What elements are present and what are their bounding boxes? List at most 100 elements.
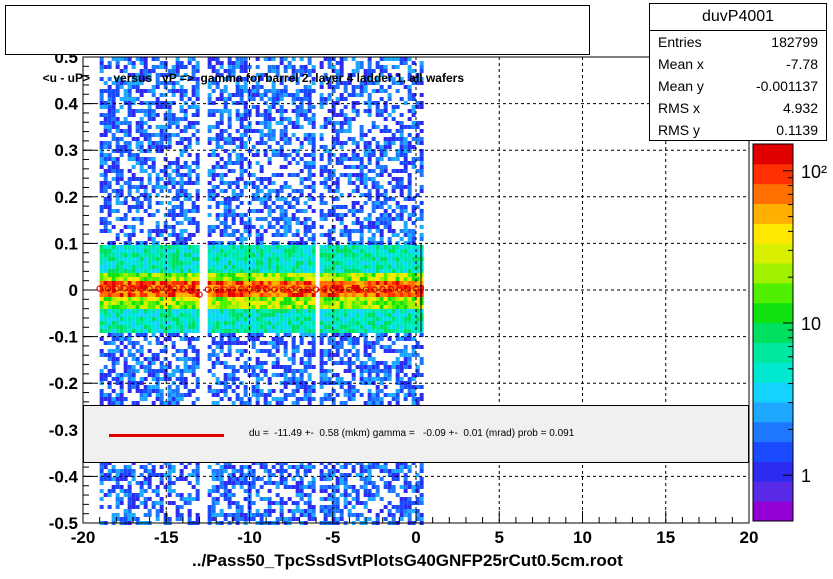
- heatmap-cell: [159, 317, 164, 321]
- heatmap-cell: [319, 337, 324, 341]
- heatmap-cell: [191, 253, 196, 257]
- heatmap-cell: [259, 285, 264, 289]
- heatmap-cell: [335, 213, 340, 217]
- heatmap-cell: [307, 389, 312, 393]
- heatmap-cell: [375, 257, 380, 261]
- heatmap-cell: [343, 233, 348, 237]
- heatmap-cell: [139, 349, 144, 353]
- heatmap-cell: [355, 61, 360, 65]
- heatmap-cell: [335, 161, 340, 165]
- heatmap-cell: [227, 169, 232, 173]
- heatmap-cell: [227, 293, 232, 297]
- heatmap-cell: [311, 509, 316, 513]
- heatmap-cell: [175, 193, 180, 197]
- heatmap-cell: [375, 401, 380, 405]
- heatmap-cell: [259, 361, 264, 365]
- heatmap-cell: [347, 265, 352, 269]
- heatmap-cell: [339, 129, 344, 133]
- heatmap-cell: [243, 305, 248, 309]
- heatmap-cell: [179, 269, 184, 273]
- heatmap-cell: [299, 101, 304, 105]
- heatmap-cell: [171, 273, 176, 277]
- heatmap-cell: [111, 401, 116, 405]
- heatmap-cell: [163, 357, 168, 361]
- heatmap-cell: [339, 233, 344, 237]
- heatmap-cell: [307, 229, 312, 233]
- heatmap-cell: [347, 349, 352, 353]
- heatmap-cell: [275, 297, 280, 301]
- heatmap-cell: [159, 481, 164, 485]
- heatmap-cell: [287, 465, 292, 469]
- heatmap-cell: [107, 321, 112, 325]
- heatmap-cell: [267, 321, 272, 325]
- heatmap-cell: [255, 89, 260, 93]
- heatmap-cell: [115, 349, 120, 353]
- heatmap-cell: [363, 477, 368, 481]
- heatmap-cell: [299, 329, 304, 333]
- heatmap-cell: [127, 125, 132, 129]
- heatmap-cell: [355, 329, 360, 333]
- heatmap-cell: [347, 129, 352, 133]
- heatmap-cell: [351, 273, 356, 277]
- heatmap-cell: [115, 361, 120, 365]
- heatmap-cell: [167, 309, 172, 313]
- heatmap-cell: [331, 137, 336, 141]
- heatmap-cell: [291, 329, 296, 333]
- heatmap-cell: [283, 217, 288, 221]
- heatmap-cell: [127, 289, 132, 293]
- heatmap-cell: [367, 261, 372, 265]
- heatmap-cell: [227, 197, 232, 201]
- heatmap-cell: [143, 133, 148, 137]
- heatmap-cell: [175, 237, 180, 241]
- heatmap-cell: [219, 333, 224, 337]
- heatmap-cell: [359, 169, 364, 173]
- heatmap-cell: [99, 141, 104, 145]
- heatmap-cell: [123, 317, 128, 321]
- heatmap-cell: [143, 245, 148, 249]
- heatmap-cell: [183, 193, 188, 197]
- heatmap-cell: [171, 265, 176, 269]
- heatmap-cell: [119, 277, 124, 281]
- heatmap-cell: [327, 233, 332, 237]
- heatmap-cell: [187, 365, 192, 369]
- heatmap-cell: [347, 209, 352, 213]
- heatmap-cell: [247, 497, 252, 501]
- heatmap-cell: [227, 513, 232, 517]
- heatmap-cell: [323, 249, 328, 253]
- heatmap-cell: [267, 301, 272, 305]
- heatmap-cell: [135, 145, 140, 149]
- heatmap-cell: [367, 97, 372, 101]
- heatmap-cell: [367, 189, 372, 193]
- heatmap-cell: [107, 341, 112, 345]
- heatmap-cell: [211, 513, 216, 517]
- heatmap-cell: [239, 125, 244, 129]
- heatmap-cell: [151, 353, 156, 357]
- heatmap-cell: [179, 309, 184, 313]
- heatmap-cell: [359, 501, 364, 505]
- heatmap-cell: [219, 89, 224, 93]
- heatmap-cell: [139, 149, 144, 153]
- heatmap-cell: [323, 217, 328, 221]
- heatmap-cell: [111, 137, 116, 141]
- heatmap-cell: [263, 113, 268, 117]
- heatmap-cell: [291, 265, 296, 269]
- heatmap-cell: [375, 397, 380, 401]
- heatmap-cell: [359, 309, 364, 313]
- heatmap-cell: [251, 337, 256, 341]
- heatmap-cell: [127, 493, 132, 497]
- heatmap-cell: [151, 57, 156, 61]
- heatmap-cell: [235, 89, 240, 93]
- heatmap-cell: [363, 293, 368, 297]
- heatmap-cell: [159, 349, 164, 353]
- heatmap-cell: [291, 501, 296, 505]
- heatmap-cell: [311, 221, 316, 225]
- heatmap-cell: [135, 329, 140, 333]
- heatmap-cell: [115, 269, 120, 273]
- heatmap-cell: [303, 281, 308, 285]
- heatmap-cell: [107, 85, 112, 89]
- heatmap-cell: [343, 393, 348, 397]
- heatmap-cell: [127, 237, 132, 241]
- heatmap-cell: [163, 269, 168, 273]
- heatmap-cell: [327, 161, 332, 165]
- heatmap-cell: [363, 193, 368, 197]
